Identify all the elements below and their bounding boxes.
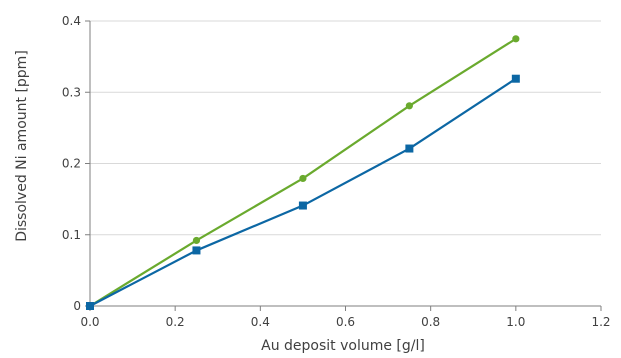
tick-labels: 0 0.1 0.2 0.3 0.4 0.0 0.2 0.4 0.6 0.8 1.0 1.2 [62, 14, 611, 329]
y-tick-label: 0.3 [62, 85, 81, 99]
data-point-square [192, 246, 201, 255]
series-line [89, 77, 517, 307]
y-tick-label: 0.2 [62, 157, 81, 171]
data-point-square [86, 302, 94, 310]
y-axis-title: Dissolved Ni amount [ppm] [14, 50, 30, 242]
x-axis-title: Au deposit volume [g/l] [261, 338, 425, 354]
series [86, 35, 520, 310]
series-line [89, 37, 517, 307]
data-point-circle [512, 35, 520, 43]
y-tick-label: 0 [73, 299, 81, 313]
x-tick-label: 0.4 [251, 315, 270, 329]
data-point-square [511, 74, 520, 83]
y-tick-label: 0.4 [62, 14, 81, 28]
y-tick-label: 0.1 [62, 228, 81, 242]
x-tick-label: 0.2 [166, 315, 185, 329]
data-point-circle [192, 236, 201, 245]
data-point-circle [405, 102, 413, 110]
data-point-square [298, 201, 307, 210]
x-tick-label: 1.0 [506, 315, 525, 329]
x-tick-label: 0.8 [421, 315, 440, 329]
data-point-circle [299, 174, 307, 183]
data-point-square [405, 144, 414, 153]
gridlines [90, 20, 601, 236]
x-tick-label: 0.6 [336, 315, 355, 329]
x-tick-label: 0.0 [80, 315, 99, 329]
x-tick-label: 1.2 [591, 315, 610, 329]
